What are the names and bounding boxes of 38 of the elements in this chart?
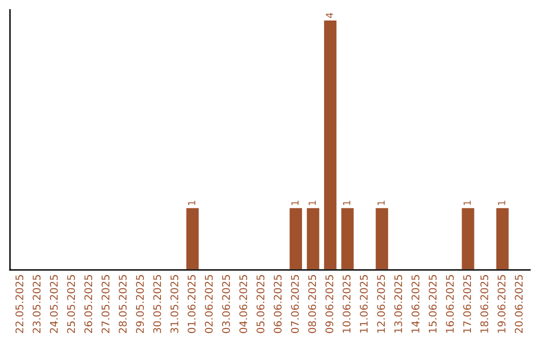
x-tick-label: 04.06.2025 — [239, 275, 248, 334]
x-tick-label: 18.06.2025 — [480, 275, 488, 333]
x-tick-label: 09.06.2025 — [325, 275, 334, 334]
x-tick-label: 10.06.2025 — [342, 275, 351, 333]
x-tick-label: 01.06.2025 — [188, 275, 196, 334]
x-tick-label: 02.06.2025 — [204, 275, 213, 334]
data-label: 1 — [343, 200, 350, 205]
data-label: 1 — [308, 200, 316, 205]
x-tick-label: 16.06.2025 — [446, 275, 454, 333]
x-tick-label: 17.06.2025 — [463, 275, 472, 333]
x-tick-label: 23.05.2025 — [32, 275, 41, 334]
x-tick-label: 22.05.2025 — [15, 275, 24, 334]
x-tick-label: 25.05.2025 — [67, 275, 75, 334]
x-tick-label: 29.05.2025 — [136, 275, 144, 334]
x-tick-label: 07.06.2025 — [290, 275, 299, 334]
x-tick-label: 05.06.2025 — [256, 275, 264, 334]
data-label: 1 — [188, 200, 196, 205]
x-tick-label: 03.06.2025 — [222, 275, 230, 334]
x-tick-label: 08.06.2025 — [308, 275, 316, 334]
x-tick-label: 15.06.2025 — [428, 275, 437, 333]
x-tick-label: 20.06.2025 — [514, 275, 523, 334]
x-tick-label: 24.05.2025 — [50, 275, 58, 334]
data-label: 1 — [464, 200, 471, 205]
x-tick-label: 28.05.2025 — [118, 275, 127, 334]
x-tick-label: 26.05.2025 — [84, 275, 92, 334]
x-tick-label: 31.05.2025 — [170, 275, 178, 333]
x-tick-label: 12.06.2025 — [377, 275, 385, 333]
x-tick-label: 11.06.2025 — [360, 275, 368, 333]
x-tick-label: 19.06.2025 — [498, 275, 506, 333]
data-label: 1 — [378, 200, 385, 205]
data-label: 1 — [291, 200, 299, 205]
x-tick-label: 14.06.2025 — [412, 275, 420, 333]
x-tick-label: 30.05.2025 — [153, 275, 162, 333]
x-tick-label: 13.06.2025 — [394, 275, 402, 333]
data-label: 4 — [326, 12, 333, 18]
x-tick-label: 06.06.2025 — [274, 275, 282, 334]
data-label: 1 — [498, 200, 506, 205]
x-tick-label: 27.05.2025 — [102, 275, 110, 334]
